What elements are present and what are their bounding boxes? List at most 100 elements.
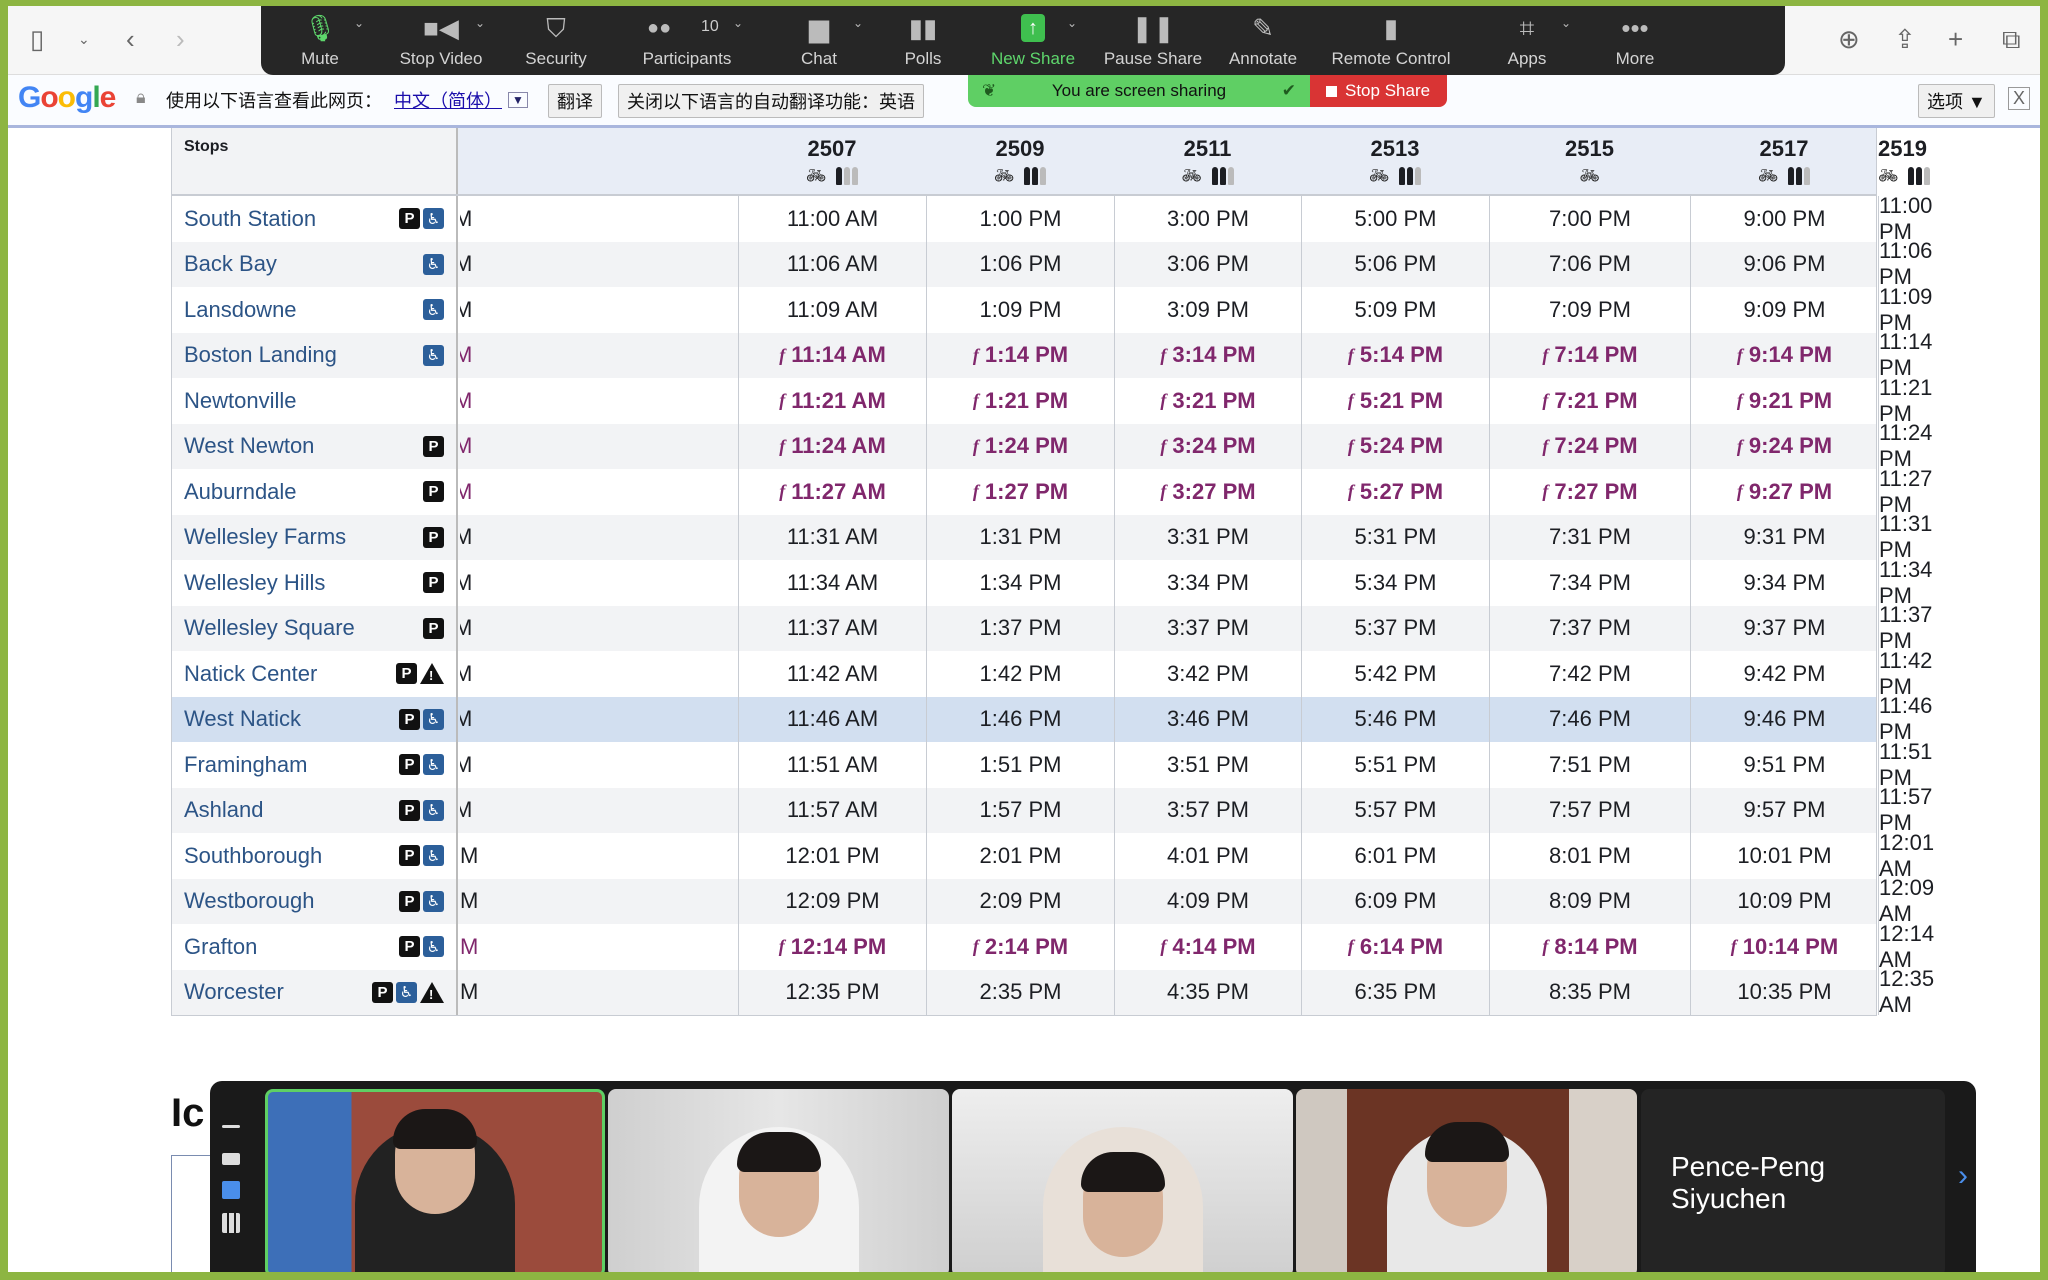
stop-link[interactable]: West Newton [184,433,315,459]
stop-name[interactable]: West Natick P ♿︎ [172,696,458,742]
chevron-right-icon[interactable]: › [1958,1159,1968,1192]
stop-link[interactable]: West Natick [184,706,301,732]
apps-button[interactable]: ⌗ ⌄ Apps [1469,6,1585,75]
back-icon[interactable]: ‹ [126,24,135,54]
minimize-icon[interactable] [222,1125,240,1128]
language-select[interactable]: 中文（简体） [394,91,502,111]
stop-link[interactable]: Grafton [184,933,258,959]
stop-link[interactable]: Auburndale [184,478,297,504]
stop-link[interactable]: Worcester [184,979,284,1005]
polls-button[interactable]: ▮▮ Polls [873,6,973,75]
new-share-button[interactable]: ↑ ⌄ New Share [973,6,1093,75]
new-tab-icon[interactable]: + [1948,24,1964,54]
stop-link[interactable]: Wellesley Farms [184,524,347,550]
stop-name[interactable]: Wellesley Hills P [172,560,458,606]
language-dropdown-icon[interactable]: ▼ [508,92,528,108]
chevron-down-icon[interactable]: ⌄ [475,16,486,30]
never-translate-button[interactable]: 关闭以下语言的自动翻译功能：英语 [618,84,924,118]
time-cell: f 4:14 PM [1114,924,1301,970]
name-only-tile[interactable]: Pence-Peng Siyuchen [1641,1089,1945,1272]
sidebar-icon[interactable]: ▯ [30,24,45,54]
chevron-down-icon[interactable]: ⌄ [354,16,365,30]
mute-button[interactable]: 🎙︎ ⌄ Mute [261,6,379,75]
stop-link[interactable]: Framingham [184,751,308,777]
stop-name[interactable]: West Newton P [172,423,458,469]
stop-link[interactable]: Wellesley Square [184,615,355,641]
share-icon[interactable]: ⇪ [1894,24,1916,54]
time-cell: 8:09 PM [1489,878,1690,924]
remote-control-button[interactable]: ▮ Remote Control [1313,6,1469,75]
chevron-down-icon[interactable]: ⌄ [78,31,90,47]
stop-name[interactable]: Westborough P ♿︎ [172,878,458,924]
stop-link[interactable]: Natick Center [184,660,318,686]
crowding-icon [1908,167,1931,185]
stop-name[interactable]: Grafton P ♿︎ [172,924,458,970]
video-tile[interactable] [952,1089,1293,1272]
departure-time: 11:46 PM [1879,693,1933,745]
stop-name[interactable]: Wellesley Farms P [172,514,458,560]
more-button[interactable]: ••• More [1585,6,1685,75]
grid-view-icon[interactable] [222,1213,240,1233]
stop-name[interactable]: Southborough P ♿︎ [172,833,458,879]
stop-name[interactable]: Back Bay ♿︎ [172,241,458,287]
stop-name[interactable]: Framingham P ♿︎ [172,742,458,788]
stop-name[interactable]: Auburndale P [172,469,458,515]
annotate-button[interactable]: ✎ Annotate [1213,6,1313,75]
time-cell: 9:00 PM [1690,196,1878,242]
options-button[interactable]: 选项 ▼ [1918,84,1995,118]
stop-video-button[interactable]: ■◀ ⌄ Stop Video [379,6,503,75]
forward-icon[interactable]: › [176,24,185,54]
stop-link[interactable]: South Station [184,205,317,231]
stop-name[interactable]: Newtonville [172,378,458,424]
hide-video-icon[interactable] [222,1153,240,1165]
stop-name[interactable]: South Station P ♿︎ [172,196,458,242]
time-cell: f 1:14 PM [926,332,1114,378]
stop-name[interactable]: Boston Landing ♿︎ [172,332,458,378]
close-translate-button[interactable]: X [2008,87,2031,110]
stop-link[interactable]: Lansdowne [184,296,297,322]
time-cell: 11:09 PM [1878,284,1932,335]
video-tile[interactable] [1296,1089,1637,1272]
video-tile[interactable] [265,1089,605,1272]
departure-time: 5:37 PM [1354,615,1437,641]
chevron-down-icon[interactable]: ⌄ [1067,16,1078,30]
time-cell: 9:46 PM [1690,696,1878,742]
stop-name[interactable]: Lansdowne ♿︎ [172,287,458,333]
stop-link[interactable]: Wellesley Hills [184,569,326,595]
video-tile[interactable] [608,1089,949,1272]
participants-button[interactable]: ●● 10 ⌄ Participants [609,6,765,75]
chevron-down-icon[interactable]: ⌄ [733,16,744,30]
stop-name[interactable]: Wellesley Square P [172,605,458,651]
stop-link[interactable]: Back Bay [184,251,277,277]
chevron-down-icon[interactable]: ⌄ [853,16,864,30]
table-row: South Station P ♿︎ M 11:00 AM 1:00 PM 3:00 PM 5… [172,193,1932,244]
stop-link[interactable]: Boston Landing [184,342,337,368]
strip-view-icon[interactable] [222,1181,240,1199]
chevron-down-icon[interactable]: ⌄ [1561,16,1572,30]
stop-link[interactable]: Newtonville [184,387,297,413]
time-cell: 11:06 AM [738,241,926,287]
departure-time: 5:31 PM [1354,524,1437,550]
chat-button[interactable]: ▆ ⌄ Chat [765,6,873,75]
time-cell: f 5:14 PM [1301,332,1489,378]
stop-name[interactable]: Ashland P ♿︎ [172,787,458,833]
pause-icon: ❚❚ [1131,13,1175,43]
stop-link[interactable]: Southborough [184,842,323,868]
stop-link[interactable]: Ashland [184,797,264,823]
tabs-icon[interactable]: ⧉ [2002,24,2021,54]
translate-button[interactable]: 翻译 [548,84,602,118]
pause-share-button[interactable]: ❚❚ Pause Share [1093,6,1213,75]
stop-share-button[interactable]: Stop Share [1310,75,1447,107]
time-cell: 9:31 PM [1690,514,1878,560]
stop-link[interactable]: Westborough [184,888,315,914]
security-button[interactable]: ⛉ Security [503,6,609,75]
translate-prompt: 使用以下语言查看此网页： [166,91,382,111]
departure-time: 11:21 AM [791,387,886,413]
flag-stop-icon: f [1542,344,1549,365]
download-icon[interactable]: ⊕ [1838,24,1860,54]
time-cell: 5:46 PM [1301,696,1489,742]
stop-name[interactable]: Natick Center P! [172,651,458,697]
stop-name[interactable]: Worcester P ♿︎! [172,969,458,1015]
time-cell: 12:01 PM [738,833,926,879]
